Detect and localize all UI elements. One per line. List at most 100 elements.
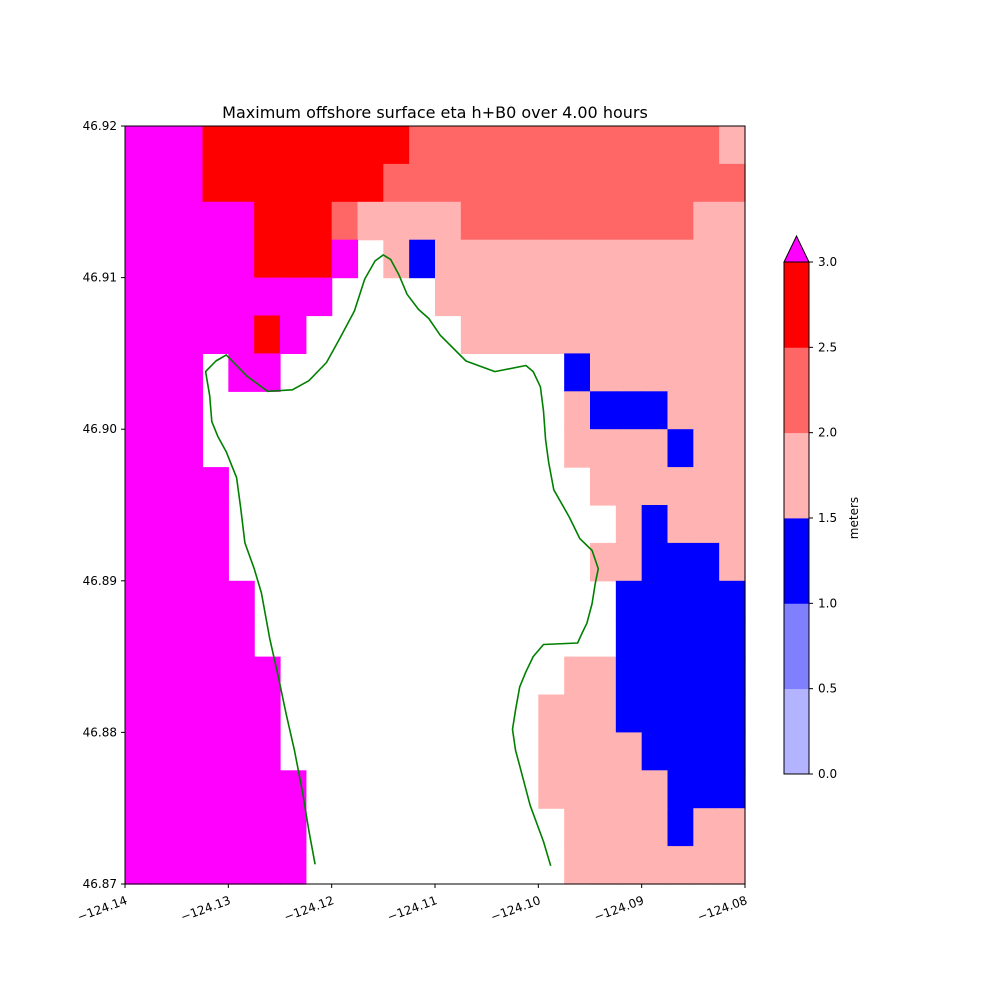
heatmap-cell — [409, 163, 436, 203]
heatmap-cell — [435, 163, 462, 203]
heatmap-cell — [538, 732, 565, 771]
colorbar-level — [784, 432, 809, 519]
heatmap-cell — [615, 163, 643, 203]
y-tick-label: 46.91 — [83, 271, 117, 285]
heatmap-cell — [641, 391, 669, 430]
heatmap-cell — [641, 656, 669, 696]
heatmap-cell — [254, 808, 281, 847]
heatmap-cell — [202, 201, 229, 241]
heatmap-cell — [719, 770, 746, 809]
heatmap-cell — [331, 163, 359, 203]
heatmap-cell — [693, 126, 720, 165]
heatmap-cell — [693, 694, 720, 733]
heatmap-cell — [228, 126, 255, 165]
heatmap-cell — [564, 694, 591, 733]
heatmap-cell — [305, 277, 333, 317]
heatmap-cell — [331, 239, 359, 279]
heatmap-cell — [150, 467, 178, 506]
chart-title: Maximum offshore surface eta h+B0 over 4… — [222, 103, 648, 122]
heatmap-cell — [125, 429, 152, 468]
heatmap-cell — [228, 732, 255, 771]
colorbar-level — [784, 603, 809, 690]
heatmap-cell — [590, 694, 617, 733]
heatmap-cell — [357, 163, 384, 203]
heatmap-cell — [641, 808, 669, 847]
heatmap-cell — [512, 163, 539, 203]
heatmap-cell — [228, 277, 255, 317]
heatmap-cell — [202, 580, 229, 620]
heatmap-cell — [125, 201, 152, 241]
heatmap-cell — [641, 542, 669, 582]
heatmap-cell — [641, 163, 669, 203]
y-axis: 46.87 46.88 46.89 46.90 46.91 46.92 — [83, 119, 125, 891]
coastline-line — [204, 254, 600, 867]
heatmap-cell — [150, 846, 178, 885]
heatmap-cell — [667, 542, 694, 582]
heatmap-cell — [564, 239, 591, 279]
heatmap-cell — [254, 656, 281, 696]
heatmap-cell — [409, 126, 436, 165]
heatmap-cell — [615, 277, 643, 317]
heatmap-cell — [564, 391, 591, 430]
heatmap-cell — [460, 277, 488, 317]
colorbar: 0.0 0.5 1.0 1.5 2.0 2.5 3.0 meters — [783, 234, 861, 781]
y-tick-label: 46.90 — [83, 422, 117, 436]
heatmap-cell — [254, 126, 281, 165]
heatmap-cell — [125, 694, 152, 733]
heatmap-cell — [228, 694, 255, 733]
heatmap-cell — [202, 656, 229, 696]
heatmap-cell — [667, 656, 694, 696]
heatmap-cell — [719, 808, 746, 847]
heatmap-cell — [693, 618, 720, 658]
heatmap-cell — [228, 315, 255, 354]
heatmap-cell — [719, 353, 746, 392]
heatmap-cell — [254, 846, 281, 885]
heatmap-cell — [228, 618, 255, 658]
heatmap-cell — [150, 656, 178, 696]
heatmap-cell — [280, 163, 307, 203]
heatmap-cell — [512, 126, 539, 165]
heatmap-cell — [615, 732, 643, 771]
heatmap-cell — [693, 808, 720, 847]
heatmap-cell — [150, 618, 178, 658]
heatmap-cell — [641, 353, 669, 392]
heatmap-cell — [125, 467, 152, 506]
heatmap-cell — [590, 277, 617, 317]
heatmap-cell — [667, 126, 694, 165]
heatmap-cell — [202, 315, 229, 354]
heatmap-cell — [280, 315, 307, 354]
heatmap-cell — [719, 694, 746, 733]
heatmap-cell — [202, 694, 229, 733]
heatmap-cell — [667, 808, 694, 847]
heatmap-cell — [693, 770, 720, 809]
heatmap-cell — [228, 846, 255, 885]
heatmap-cell — [409, 201, 436, 241]
heatmap-cell — [176, 126, 204, 165]
heatmap-cell — [305, 201, 333, 241]
heatmap-cell — [667, 201, 694, 241]
heatmap-cell — [590, 542, 617, 582]
heatmap-cell — [228, 770, 255, 809]
heatmap-cell — [693, 201, 720, 241]
heatmap-cell — [667, 467, 694, 506]
heatmap-cell — [254, 239, 281, 279]
heatmap-cell — [280, 808, 307, 847]
x-axis: −124.14 −124.13 −124.12 −124.11 −124.10 −124.… — [75, 884, 749, 924]
heatmap-cell — [615, 429, 643, 468]
heatmap-cell — [435, 277, 462, 317]
heatmap-cell — [693, 277, 720, 317]
heatmap-cell — [202, 239, 229, 279]
heatmap-cell — [125, 239, 152, 279]
heatmap-cell — [615, 505, 643, 544]
heatmap-cell — [150, 239, 178, 279]
heatmap-cell — [280, 277, 307, 317]
heatmap-cell — [202, 618, 229, 658]
heatmap-cell — [486, 126, 514, 165]
heatmap-cell — [590, 732, 617, 771]
heatmap-cell — [486, 315, 514, 354]
heatmap-cell — [254, 353, 281, 392]
heatmap-cell — [460, 239, 488, 279]
heatmap-cell — [486, 239, 514, 279]
heatmap-cell — [667, 618, 694, 658]
heatmap-cell — [719, 277, 746, 317]
